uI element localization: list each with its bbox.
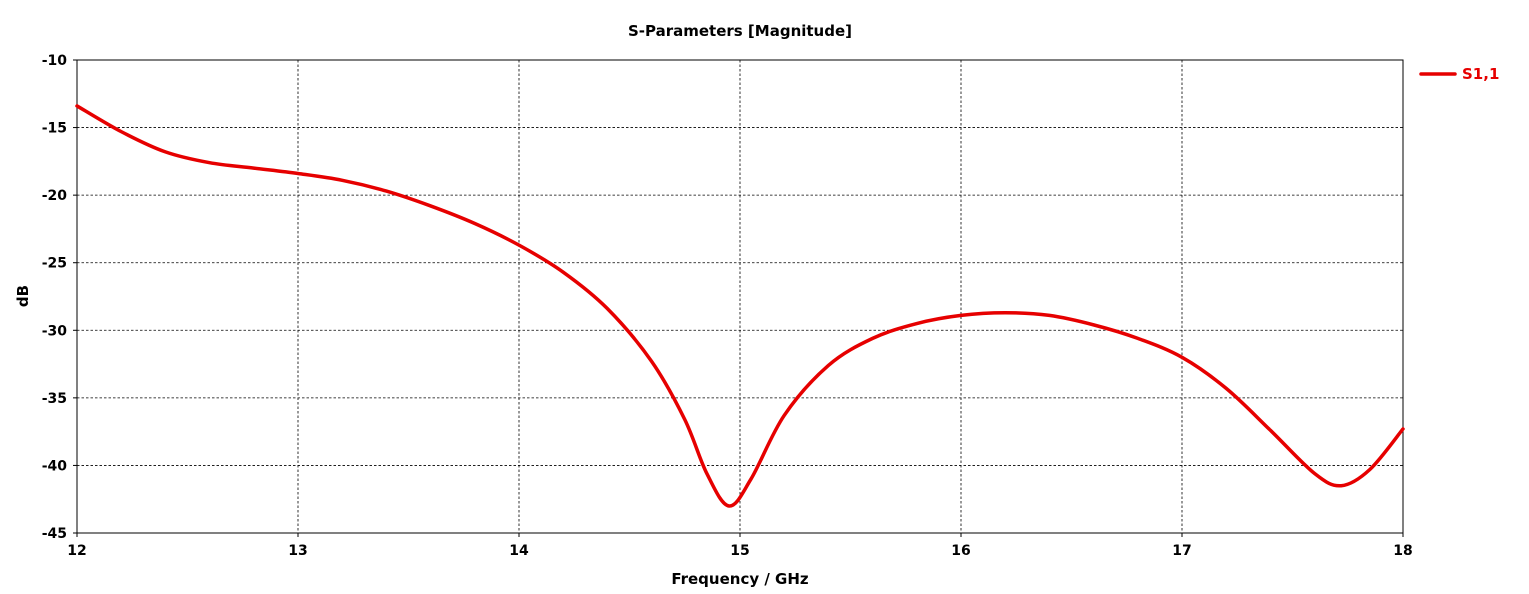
legend: S1,1 (1419, 65, 1499, 83)
x-tick-label: 18 (1393, 543, 1412, 559)
x-axis-tick-labels: 12 13 14 15 16 17 18 (67, 543, 1412, 559)
y-tick-label: -30 (42, 323, 68, 339)
y-axis-label: dB (14, 285, 32, 307)
series-layer (75, 104, 1405, 508)
x-tick-label: 14 (509, 543, 529, 559)
grid (77, 60, 1403, 533)
y-tick-label: -15 (42, 121, 67, 137)
x-tick-label: 17 (1172, 543, 1191, 559)
legend-label: S1,1 (1462, 65, 1499, 83)
axis-ticks (73, 59, 1404, 537)
chart-title: S-Parameters [Magnitude] (628, 22, 852, 40)
x-axis-label: Frequency / GHz (671, 570, 809, 588)
y-tick-label: -40 (42, 458, 68, 474)
x-tick-label: 16 (951, 543, 970, 559)
y-tick-label: -45 (42, 526, 67, 542)
y-tick-label: -20 (42, 188, 68, 204)
y-tick-label: -25 (42, 256, 67, 272)
y-tick-label: -10 (42, 53, 68, 69)
y-tick-label: -35 (42, 391, 67, 407)
series-line-s11 (75, 104, 1405, 508)
y-axis-tick-labels: -10 -15 -20 -25 -30 -35 -40 -45 (42, 53, 68, 542)
x-tick-label: 13 (288, 543, 307, 559)
x-tick-label: 12 (67, 543, 86, 559)
x-tick-label: 15 (730, 543, 749, 559)
